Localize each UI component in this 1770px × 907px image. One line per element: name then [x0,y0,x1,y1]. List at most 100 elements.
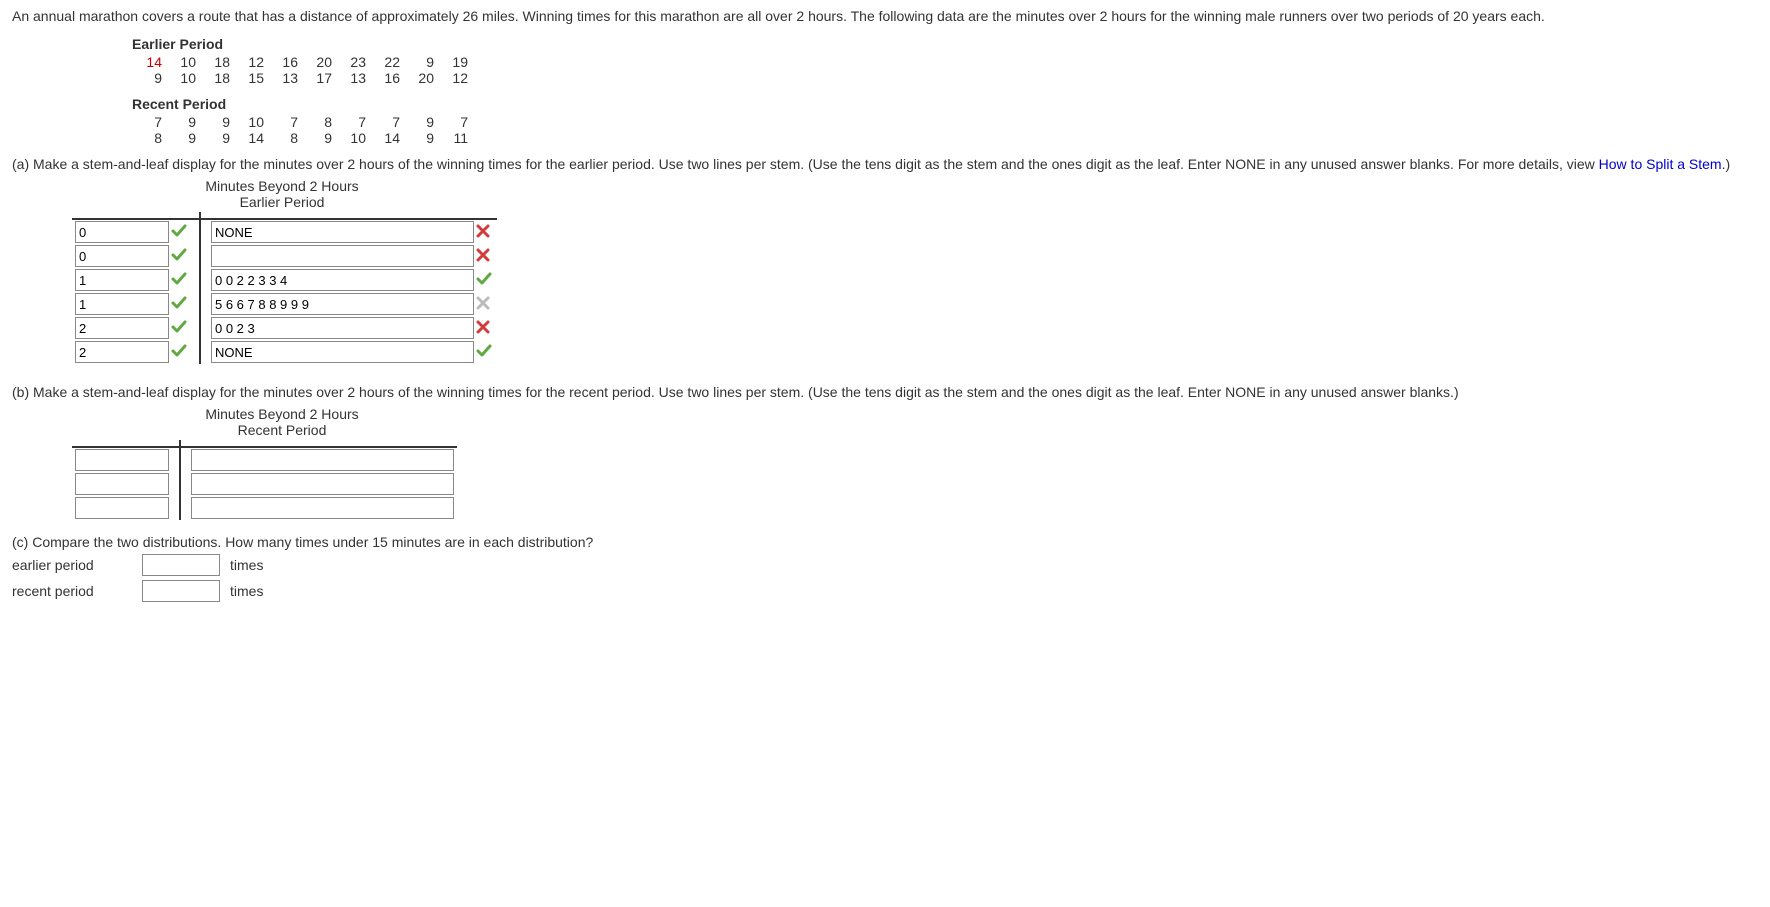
stemleaf-row [72,340,497,364]
data-value: 10 [166,70,200,86]
stem-input[interactable] [75,341,169,363]
data-value: 7 [336,114,370,130]
data-value: 12 [234,54,268,70]
cross-icon [476,248,494,265]
data-value: 10 [336,130,370,146]
part-c-row-earlier: earlier period times [12,554,1758,576]
stem-input[interactable] [75,473,169,495]
stemleaf-row [72,219,497,244]
data-value: 12 [438,70,472,86]
data-value: 19 [438,54,472,70]
data-value: 7 [268,114,302,130]
data-value: 14 [132,54,166,70]
split-stem-link[interactable]: How to Split a Stem [1599,156,1722,172]
check-icon [476,343,494,362]
data-value: 9 [132,70,166,86]
part-b-title2: Recent Period [238,422,327,438]
check-icon [171,343,189,362]
recent-row1: 79910787797 [132,114,1758,130]
data-value: 9 [404,54,438,70]
check-icon [171,295,189,314]
check-icon [171,319,189,338]
data-value: 14 [370,130,404,146]
part-a-table [72,212,497,364]
stem-input[interactable] [75,317,169,339]
part-a-title1: Minutes Beyond 2 Hours [205,178,358,194]
data-value: 9 [404,114,438,130]
check-icon [171,247,189,266]
part-c-earlier-input[interactable] [142,554,220,576]
part-c-recent-input[interactable] [142,580,220,602]
check-icon [476,271,494,290]
data-value: 7 [438,114,472,130]
earlier-row1: 1410181216202322919 [132,54,1758,70]
part-b-text: (b) Make a stem-and-leaf display for the… [12,384,1758,400]
data-value: 20 [404,70,438,86]
part-b-table [72,440,457,520]
part-a-text: (a) Make a stem-and-leaf display for the… [12,156,1758,172]
check-icon [171,271,189,290]
leaf-input[interactable] [191,449,454,471]
earlier-label: Earlier Period [132,36,1758,52]
stem-input[interactable] [75,497,169,519]
data-value: 16 [268,54,302,70]
recent-data-section: Recent Period 79910787797 89914891014911 [132,96,1758,146]
cross-icon [476,224,494,241]
leaf-input[interactable] [211,341,474,363]
data-value: 9 [166,130,200,146]
leaf-input[interactable] [211,269,474,291]
data-value: 20 [302,54,336,70]
data-value: 13 [268,70,302,86]
part-c-earlier-label: earlier period [12,557,132,573]
data-value: 10 [166,54,200,70]
part-a-suffix: .) [1722,156,1731,172]
data-value: 16 [370,70,404,86]
cross-icon [476,320,494,337]
recent-row2: 89914891014911 [132,130,1758,146]
data-value: 8 [132,130,166,146]
leaf-input[interactable] [191,473,454,495]
cross-icon-disabled [476,296,494,313]
stemleaf-row [72,268,497,292]
earlier-row2: 9101815131713162012 [132,70,1758,86]
data-value: 17 [302,70,336,86]
stem-input[interactable] [75,269,169,291]
stem-input[interactable] [75,293,169,315]
data-value: 7 [370,114,404,130]
leaf-input[interactable] [211,221,474,243]
stemleaf-row [72,496,457,520]
data-value: 9 [302,130,336,146]
data-value: 18 [200,54,234,70]
part-c-recent-label: recent period [12,583,132,599]
intro-text: An annual marathon covers a route that h… [12,8,1758,24]
data-value: 14 [234,130,268,146]
data-value: 9 [200,114,234,130]
stemleaf-row [72,316,497,340]
stem-input[interactable] [75,221,169,243]
stem-input[interactable] [75,245,169,267]
leaf-input[interactable] [191,497,454,519]
data-value: 10 [234,114,268,130]
part-b-title: Minutes Beyond 2 Hours Recent Period [72,406,492,438]
data-value: 9 [200,130,234,146]
data-value: 9 [404,130,438,146]
leaf-input[interactable] [211,245,474,267]
data-value: 8 [302,114,336,130]
check-icon [171,223,189,242]
part-c-row-recent: recent period times [12,580,1758,602]
part-a-title: Minutes Beyond 2 Hours Earlier Period [72,178,492,210]
leaf-input[interactable] [211,293,474,315]
data-value: 11 [438,130,472,146]
part-c-earlier-unit: times [230,557,263,573]
stem-input[interactable] [75,449,169,471]
stemleaf-row [72,447,457,472]
data-value: 15 [234,70,268,86]
leaf-input[interactable] [211,317,474,339]
data-value: 22 [370,54,404,70]
data-value: 18 [200,70,234,86]
part-c-text: (c) Compare the two distributions. How m… [12,534,1758,550]
data-value: 23 [336,54,370,70]
data-value: 8 [268,130,302,146]
earlier-data-section: Earlier Period 1410181216202322919 91018… [132,36,1758,86]
part-a-title2: Earlier Period [240,194,325,210]
